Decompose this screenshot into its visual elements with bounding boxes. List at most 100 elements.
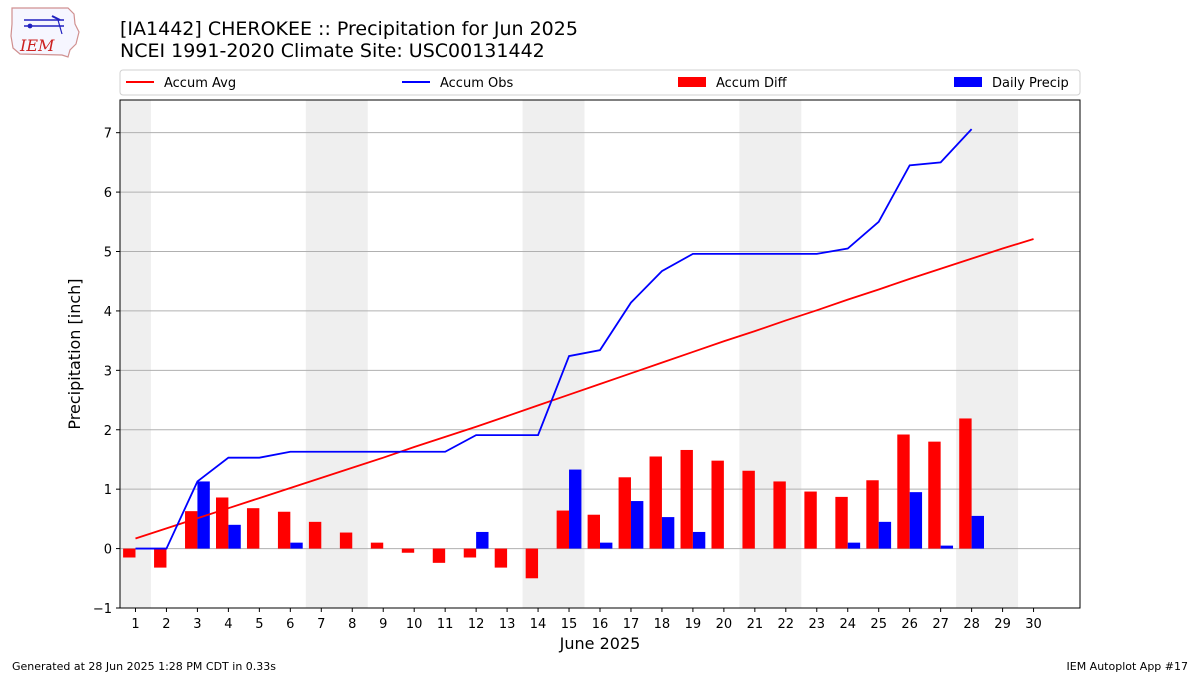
accum-diff-bar bbox=[494, 548, 508, 568]
accum-diff-bar bbox=[773, 481, 786, 549]
x-tick-label: 30 bbox=[1025, 617, 1042, 632]
daily-precip-bar bbox=[569, 469, 582, 549]
accum-diff-bar bbox=[463, 548, 477, 558]
accum-diff-bar bbox=[742, 470, 755, 549]
x-tick-label: 25 bbox=[870, 617, 887, 632]
x-tick-label: 20 bbox=[716, 617, 733, 632]
x-tick-label: 17 bbox=[623, 617, 640, 632]
legend-label: Accum Avg bbox=[164, 76, 236, 91]
x-tick-label: 11 bbox=[437, 617, 454, 632]
accum-diff-bar bbox=[928, 441, 941, 549]
accum-diff-bar bbox=[804, 491, 817, 549]
daily-precip-bar bbox=[971, 515, 984, 549]
x-tick-label: 5 bbox=[255, 617, 263, 632]
accum-diff-bar bbox=[897, 434, 910, 549]
y-tick-label: 2 bbox=[104, 424, 112, 439]
accum-diff-bar bbox=[680, 449, 693, 549]
y-tick-label: −1 bbox=[93, 602, 112, 617]
y-tick-label: 6 bbox=[104, 186, 112, 201]
legend-swatch bbox=[954, 77, 982, 87]
daily-precip-bar bbox=[476, 531, 489, 549]
legend-label: Daily Precip bbox=[992, 76, 1069, 91]
accum-diff-bar bbox=[185, 511, 198, 549]
accum-diff-bar bbox=[339, 532, 353, 549]
x-tick-label: 24 bbox=[839, 617, 856, 632]
y-axis-label: Precipitation [inch] bbox=[65, 278, 84, 429]
accum-obs-line bbox=[135, 128, 973, 550]
x-tick-label: 22 bbox=[778, 617, 795, 632]
accum-diff-bar bbox=[277, 511, 291, 549]
x-tick-label: 21 bbox=[747, 617, 764, 632]
x-tick-label: 1 bbox=[131, 617, 139, 632]
accum-diff-bar bbox=[866, 480, 879, 549]
x-tick-label: 28 bbox=[963, 617, 980, 632]
y-tick-label: 0 bbox=[104, 543, 112, 558]
x-tick-label: 15 bbox=[561, 617, 578, 632]
x-axis-label: June 2025 bbox=[559, 634, 641, 653]
x-tick-label: 2 bbox=[162, 617, 170, 632]
x-tick-label: 27 bbox=[932, 617, 949, 632]
footer-app: IEM Autoplot App #17 bbox=[1066, 660, 1189, 673]
accum-diff-bar bbox=[587, 514, 600, 549]
accum-diff-bar bbox=[711, 460, 724, 549]
x-tick-label: 7 bbox=[317, 617, 325, 632]
x-tick-label: 29 bbox=[994, 617, 1011, 632]
daily-precip-bar bbox=[228, 524, 241, 549]
daily-precip-bar bbox=[661, 517, 675, 549]
x-tick-label: 12 bbox=[468, 617, 485, 632]
legend-label: Accum Obs bbox=[440, 76, 513, 91]
x-tick-label: 26 bbox=[901, 617, 918, 632]
accum-avg-line bbox=[135, 238, 1034, 540]
lines bbox=[135, 128, 1034, 550]
daily-precip-bar bbox=[600, 542, 613, 549]
accum-diff-bar bbox=[835, 496, 848, 549]
x-tick-label: 14 bbox=[530, 617, 547, 632]
daily-precip-bar bbox=[847, 542, 861, 549]
daily-precip-bar bbox=[940, 545, 954, 549]
accum-diff-bar bbox=[401, 548, 415, 553]
x-tick-label: 9 bbox=[379, 617, 387, 632]
daily-precip-bar bbox=[197, 481, 210, 549]
y-ticks: −1 0 1 2 3 4 5 6 7 bbox=[93, 127, 120, 617]
x-tick-label: 6 bbox=[286, 617, 294, 632]
accum-diff-bar bbox=[525, 548, 539, 579]
accum-diff-bar bbox=[216, 497, 229, 549]
accum-diff-bar bbox=[556, 510, 570, 549]
legend-label: Accum Diff bbox=[716, 76, 788, 91]
x-tick-label: 23 bbox=[809, 617, 826, 632]
logo-text: IEM bbox=[19, 36, 55, 55]
daily-precip-bar bbox=[909, 492, 923, 549]
x-tick-label: 8 bbox=[348, 617, 356, 632]
footer-generated: Generated at 28 Jun 2025 1:28 PM CDT in … bbox=[12, 660, 277, 673]
legend-box bbox=[119, 69, 1081, 96]
x-tick-label: 13 bbox=[499, 617, 516, 632]
daily-precip-bar bbox=[290, 542, 303, 549]
accum-diff-bar bbox=[246, 508, 260, 549]
accum-diff-bar bbox=[959, 418, 972, 549]
accum-diff-bar bbox=[123, 548, 136, 558]
y-tick-label: 4 bbox=[104, 305, 112, 320]
daily-precip-bar bbox=[692, 531, 706, 549]
accum-diff-bar bbox=[370, 542, 384, 549]
x-tick-label: 10 bbox=[406, 617, 423, 632]
daily-precip-bar bbox=[878, 521, 892, 549]
accum-diff-bar bbox=[308, 521, 322, 549]
y-tick-label: 5 bbox=[104, 246, 112, 261]
chart-title: [IA1442] CHEROKEE :: Precipitation for J… bbox=[120, 18, 578, 40]
accum-diff-bar bbox=[432, 548, 446, 563]
x-ticks: 1 2 3 4 5 6 7 8 9 10 11 12 13 14 15 16 17 18 19 20 21 22 23 24 2… bbox=[131, 608, 1042, 632]
x-tick-label: 4 bbox=[224, 617, 232, 632]
legend-swatch bbox=[678, 77, 706, 87]
x-tick-label: 18 bbox=[654, 617, 671, 632]
daily-precip-bar bbox=[630, 501, 644, 549]
y-tick-label: 7 bbox=[104, 127, 112, 142]
x-tick-label: 16 bbox=[592, 617, 609, 632]
accum-diff-bar bbox=[649, 456, 662, 549]
accum-diff-bar bbox=[618, 477, 631, 549]
y-tick-label: 3 bbox=[104, 364, 112, 379]
x-tick-label: 3 bbox=[193, 617, 201, 632]
chart-subtitle: NCEI 1991-2020 Climate Site: USC00131442 bbox=[120, 40, 545, 62]
accum-diff-bar bbox=[154, 548, 167, 568]
legend: Accum Avg Accum Obs Accum Diff Daily Precip bbox=[119, 69, 1081, 96]
